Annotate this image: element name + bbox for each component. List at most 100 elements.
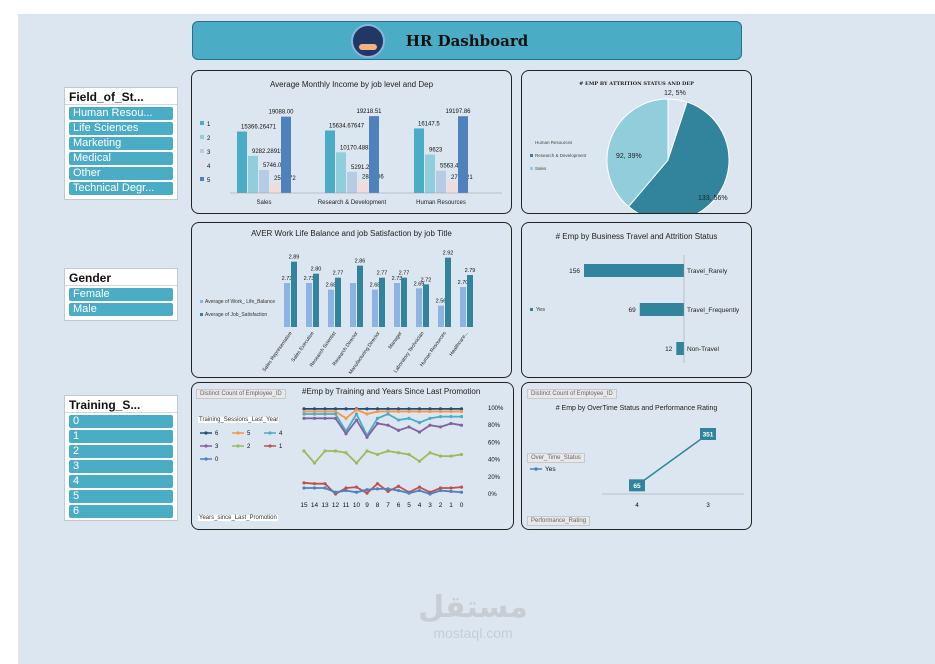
income-bar	[358, 181, 368, 193]
pie-legend-swatch	[530, 167, 533, 170]
training-chart-panel[interactable]: Distinct Count of Employee_ID #Emp by Tr…	[191, 382, 514, 530]
slicer-item[interactable]: Medical	[69, 152, 173, 165]
training-point	[354, 418, 359, 422]
training-point	[438, 486, 443, 490]
wlb-bar-label: 2.80	[311, 267, 322, 273]
income-bar-label: 5291.24	[351, 165, 373, 171]
training-point	[396, 451, 401, 455]
training-legend-marker	[204, 431, 208, 435]
overtime-data-label-box	[629, 479, 645, 492]
attrition-chart-panel[interactable]: # EMP BY ATTRITION STATUS AND DEP 12, 5%…	[521, 70, 752, 214]
income-bar	[281, 116, 291, 193]
wlb-bar	[335, 277, 341, 327]
wlb-bar-label: 2.86	[355, 259, 366, 265]
pie-slice	[606, 98, 669, 208]
travel-bar-value: 69	[629, 307, 637, 314]
overtime-legend-marker	[534, 467, 538, 471]
wlb-bar	[284, 283, 290, 327]
training-point	[417, 485, 422, 489]
training-point	[449, 421, 453, 426]
training-point	[302, 409, 306, 414]
training-point	[449, 454, 453, 458]
training-point	[386, 407, 390, 411]
training-point	[386, 487, 390, 491]
wlb-legend-label: Average of Job_Satisfaction	[205, 312, 267, 318]
wlb-bar	[445, 257, 451, 327]
training-y-tick: 40%	[488, 458, 501, 464]
slicer-item[interactable]: 5	[69, 490, 173, 503]
training-point	[312, 461, 317, 465]
travel-bar	[639, 303, 684, 316]
travel-legend-label: Yes	[536, 307, 545, 313]
slicer-item[interactable]: Male	[69, 303, 173, 316]
training-point	[407, 407, 411, 411]
wlb-bar	[328, 289, 334, 327]
wlb-bar-label: 2.77	[377, 271, 388, 277]
income-bar	[336, 152, 346, 193]
attrition-pie-chart: 12, 5% 133, 56% 92, 39% Human Resources Rese…	[530, 90, 730, 213]
legend-field-button[interactable]: Training_Sessions_Last_Year	[198, 417, 280, 423]
training-point	[449, 409, 453, 414]
slicer-item[interactable]: Technical Degr...	[69, 182, 173, 195]
slicer-item[interactable]: 3	[69, 460, 173, 473]
legend-field-button[interactable]: Over_Time_Status	[527, 453, 585, 463]
axis-field-button[interactable]: Performance_Rating	[527, 516, 591, 526]
training-point	[344, 416, 348, 420]
value-field-button[interactable]: Distinct Count of Employee_ID	[527, 389, 617, 399]
training-point	[417, 459, 422, 463]
slicer-item[interactable]: 0	[69, 415, 173, 428]
watermark-latin: mostaql.com	[433, 625, 513, 641]
travel-category-label: Non-Travel	[687, 346, 719, 353]
training-point	[428, 407, 432, 411]
page-title: HR Dashboard	[405, 31, 529, 50]
training-series-line	[304, 487, 462, 495]
income-bar-label: 19088.00	[268, 110, 294, 116]
training-point	[407, 452, 411, 457]
slicer-item[interactable]: Other	[69, 167, 173, 180]
training-point	[438, 454, 443, 458]
axis-field-button[interactable]: Years_since_Last_Promotion	[198, 515, 278, 521]
training-point	[344, 451, 348, 455]
training-x-tick: 5	[407, 502, 411, 509]
travel-chart-panel[interactable]: # Emp by Business Travel and Attrition S…	[521, 222, 752, 378]
wlb-category-label: Healthcare...	[448, 331, 469, 358]
training-point	[333, 416, 338, 420]
training-point	[407, 491, 411, 495]
income-bar-label: 19197.86	[445, 109, 471, 115]
wlb-bar	[350, 283, 356, 327]
wlb-bar-label: 2.68	[370, 283, 381, 289]
training-legend-label: 6	[215, 431, 219, 437]
slicer-item[interactable]: Female	[69, 288, 173, 301]
pie-legend-label: Sales	[535, 166, 547, 171]
overtime-line-chart: 65 4 351 3 Yes	[530, 428, 744, 509]
training-point	[302, 412, 306, 416]
training-point	[428, 409, 432, 414]
wlb-chart-panel[interactable]: AVER Work Life Balance and job Satisfact…	[191, 222, 512, 378]
wlb-bar-label: 2.79	[465, 268, 476, 274]
training-legend-marker	[204, 444, 208, 448]
training-point	[323, 449, 327, 453]
slicer-item[interactable]: Marketing	[69, 137, 173, 150]
overtime-chart-panel[interactable]: Distinct Count of Employee_ID # Emp by O…	[521, 382, 752, 530]
training-line-chart: 15 14 13 12 11 10 9 8 7 6 5 4 3 2 1 00%20%40%60%80%100%…	[200, 406, 504, 509]
training-series-line	[304, 408, 462, 420]
slicer-item[interactable]: 6	[69, 505, 173, 518]
training-point	[375, 409, 380, 414]
wlb-bar	[306, 283, 312, 327]
slicer-item[interactable]: 4	[69, 475, 173, 488]
income-legend-swatch	[200, 121, 204, 125]
slicer-field-of-study: Field_of_St... Human Resou... Life Scienc…	[64, 87, 178, 200]
slicer-item[interactable]: 2	[69, 445, 173, 458]
slicer-item[interactable]: Life Sciences	[69, 122, 173, 135]
wlb-bar-label: 2.68	[326, 283, 337, 289]
training-point	[344, 488, 348, 493]
training-point	[459, 407, 464, 411]
income-bar	[325, 130, 335, 193]
training-point	[344, 407, 348, 411]
income-chart-panel[interactable]: Average Monthly Income by job level and …	[191, 70, 512, 214]
watermark-arabic: مستقل	[418, 590, 528, 625]
training-legend-label: 0	[215, 457, 219, 463]
value-field-button[interactable]: Distinct Count of Employee_ID	[196, 389, 286, 399]
slicer-item[interactable]: 1	[69, 430, 173, 443]
slicer-item[interactable]: Human Resou...	[69, 107, 173, 120]
